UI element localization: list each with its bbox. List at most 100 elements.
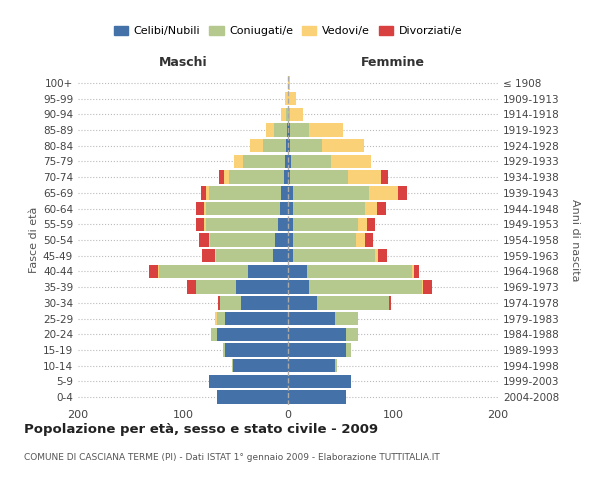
Bar xyxy=(211,328,217,341)
Bar xyxy=(206,186,209,200)
Bar xyxy=(201,186,206,200)
Bar xyxy=(232,359,233,372)
Bar xyxy=(288,359,335,372)
Bar xyxy=(348,170,382,184)
Bar xyxy=(158,264,159,278)
Bar xyxy=(229,170,284,184)
Bar xyxy=(293,218,358,231)
Bar xyxy=(217,390,288,404)
Bar xyxy=(389,296,391,310)
Bar xyxy=(414,264,419,278)
Bar xyxy=(288,296,317,310)
Bar xyxy=(331,155,371,168)
Bar xyxy=(218,296,220,310)
Bar xyxy=(424,280,432,294)
Bar xyxy=(199,234,209,246)
Bar xyxy=(412,264,414,278)
Bar xyxy=(206,218,277,231)
Bar xyxy=(377,202,386,215)
Bar xyxy=(293,234,356,246)
Bar xyxy=(215,249,274,262)
Bar xyxy=(241,296,288,310)
Bar xyxy=(250,139,263,152)
Bar xyxy=(290,170,348,184)
Bar xyxy=(293,249,375,262)
Bar xyxy=(287,124,288,136)
Bar xyxy=(288,312,335,325)
Y-axis label: Fasce di età: Fasce di età xyxy=(29,207,39,273)
Bar xyxy=(233,359,288,372)
Bar xyxy=(223,344,225,356)
Bar xyxy=(187,280,196,294)
Bar xyxy=(224,170,229,184)
Bar xyxy=(291,155,331,168)
Bar xyxy=(288,108,290,121)
Bar xyxy=(335,312,358,325)
Bar xyxy=(288,124,290,136)
Bar xyxy=(210,234,275,246)
Text: Maschi: Maschi xyxy=(158,56,208,69)
Bar xyxy=(196,218,204,231)
Bar xyxy=(290,124,309,136)
Bar xyxy=(286,139,288,152)
Bar xyxy=(206,202,280,215)
Bar xyxy=(309,124,343,136)
Bar xyxy=(375,249,379,262)
Bar xyxy=(288,249,293,262)
Bar xyxy=(280,202,288,215)
Bar xyxy=(288,218,293,231)
Bar xyxy=(293,202,365,215)
Bar xyxy=(288,139,290,152)
Bar xyxy=(196,280,235,294)
Bar xyxy=(288,375,351,388)
Bar xyxy=(322,139,364,152)
Bar xyxy=(309,280,422,294)
Y-axis label: Anni di nascita: Anni di nascita xyxy=(571,198,580,281)
Bar xyxy=(274,249,288,262)
Bar xyxy=(204,218,206,231)
Bar xyxy=(365,202,377,215)
Bar xyxy=(217,328,288,341)
Bar xyxy=(288,155,291,168)
Bar xyxy=(356,234,365,246)
Bar xyxy=(149,264,158,278)
Bar xyxy=(288,170,290,184)
Bar xyxy=(398,186,407,200)
Bar xyxy=(288,264,307,278)
Bar xyxy=(235,280,288,294)
Bar xyxy=(209,375,288,388)
Text: COMUNE DI CASCIANA TERME (PI) - Dati ISTAT 1° gennaio 2009 - Elaborazione TUTTIT: COMUNE DI CASCIANA TERME (PI) - Dati IST… xyxy=(24,452,440,462)
Bar xyxy=(288,202,293,215)
Bar xyxy=(288,328,346,341)
Bar xyxy=(365,234,373,246)
Bar xyxy=(275,234,288,246)
Bar xyxy=(225,344,288,356)
Bar xyxy=(288,234,293,246)
Bar xyxy=(243,155,285,168)
Legend: Celibi/Nubili, Coniugati/e, Vedovi/e, Divorziati/e: Celibi/Nubili, Coniugati/e, Vedovi/e, Di… xyxy=(109,21,467,40)
Bar xyxy=(266,124,274,136)
Bar xyxy=(220,296,241,310)
Bar xyxy=(286,108,288,121)
Bar xyxy=(209,186,281,200)
Bar xyxy=(159,264,248,278)
Bar xyxy=(369,186,398,200)
Bar xyxy=(307,264,412,278)
Bar xyxy=(288,390,346,404)
Bar xyxy=(367,218,375,231)
Bar xyxy=(196,202,204,215)
Bar xyxy=(317,296,389,310)
Bar xyxy=(277,218,288,231)
Bar xyxy=(288,280,309,294)
Bar xyxy=(209,234,210,246)
Bar xyxy=(288,92,296,106)
Bar xyxy=(358,218,367,231)
Bar xyxy=(382,170,388,184)
Bar xyxy=(346,344,351,356)
Bar xyxy=(235,155,243,168)
Bar xyxy=(346,328,358,341)
Bar xyxy=(379,249,387,262)
Bar xyxy=(225,312,288,325)
Bar xyxy=(290,139,322,152)
Bar xyxy=(215,312,217,325)
